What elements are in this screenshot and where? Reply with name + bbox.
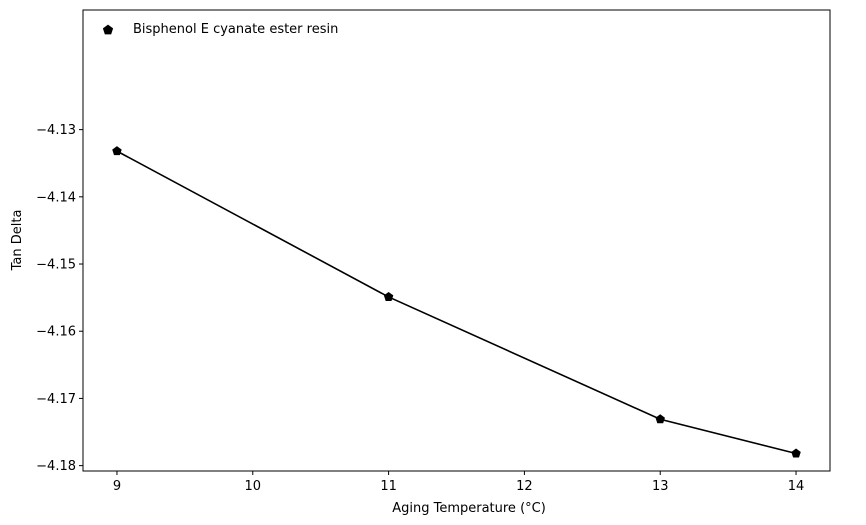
data-point [791, 448, 801, 458]
plot-area [83, 10, 830, 471]
y-axis-ticks: −4.13 −4.14 −4.15 −4.16 −4.17 −4.18 [36, 123, 83, 474]
plot-frame [82, 9, 831, 472]
data-point [655, 414, 665, 424]
x-tick-label: 13 [652, 479, 669, 494]
legend-marker-pentagon-icon [102, 24, 114, 35]
y-tick-label: −4.14 [36, 190, 76, 205]
y-tick-label: −4.13 [36, 123, 76, 138]
data-point [383, 291, 394, 301]
x-tick-label: 14 [788, 479, 805, 494]
legend: Bisphenol E cyanate ester resin [102, 22, 338, 37]
x-tick-label: 10 [244, 479, 261, 494]
x-tick-label: 11 [380, 479, 397, 494]
x-tick-label: 12 [516, 479, 533, 494]
y-tick-label: −4.17 [36, 392, 76, 407]
x-axis-ticks: 9 10 11 12 13 14 [113, 471, 805, 494]
y-axis-label: Tan Delta [10, 210, 25, 272]
series-line [116, 150, 797, 455]
series-layer [112, 146, 801, 458]
y-tick-label: −4.15 [36, 258, 76, 273]
x-axis-label: Aging Temperature (°C) [392, 501, 546, 516]
x-tick-label: 9 [113, 479, 121, 494]
data-point [112, 146, 122, 156]
y-tick-label: −4.16 [36, 325, 76, 340]
legend-label: Bisphenol E cyanate ester resin [133, 22, 338, 37]
y-tick-label: −4.18 [36, 459, 76, 474]
